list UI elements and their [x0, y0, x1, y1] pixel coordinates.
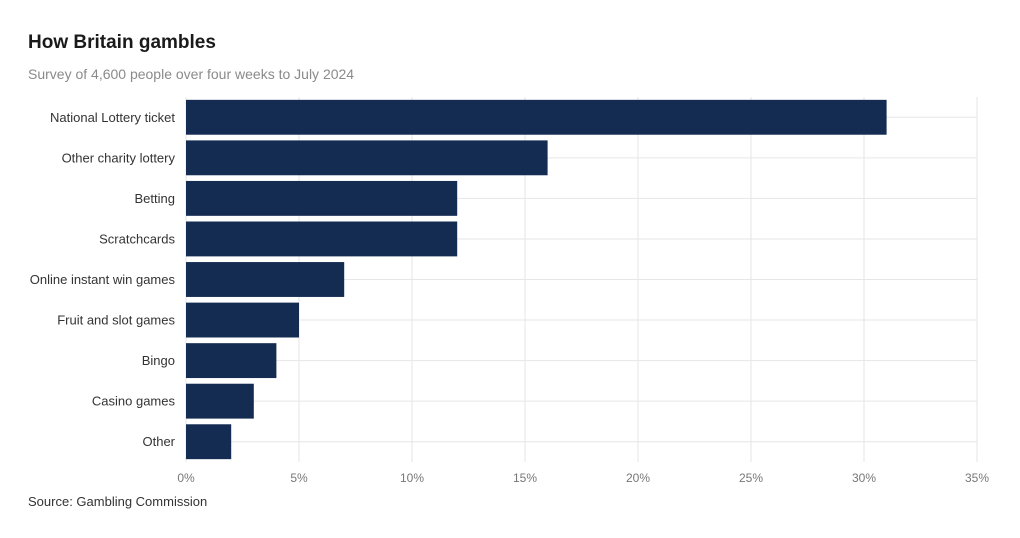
x-tick-label: 15%: [513, 471, 537, 485]
bar: [186, 99, 887, 135]
category-label: Fruit and slot games: [57, 313, 175, 328]
bar: [186, 140, 548, 176]
chart-title: How Britain gambles: [28, 32, 216, 53]
category-label: Casino games: [92, 394, 176, 409]
x-tick-label: 35%: [965, 471, 989, 485]
bars: [186, 99, 887, 460]
x-tick-label: 25%: [739, 471, 763, 485]
category-label: Other charity lottery: [62, 150, 176, 165]
x-tick-label: 0%: [177, 471, 195, 485]
category-label: Other: [142, 434, 175, 449]
x-tick-label: 5%: [290, 471, 308, 485]
category-label: National Lottery ticket: [50, 110, 175, 125]
source-note: Source: Gambling Commission: [28, 494, 208, 509]
bar: [186, 383, 254, 419]
category-labels: National Lottery ticket Other charity lot…: [30, 110, 176, 449]
x-tick-label: 10%: [400, 471, 424, 485]
bar: [186, 343, 277, 379]
category-label: Bingo: [142, 353, 175, 368]
x-tick-label: 30%: [852, 471, 876, 485]
bar: [186, 262, 345, 297]
bar: [186, 180, 458, 216]
bar: [186, 302, 299, 338]
chart-subtitle: Survey of 4,600 people over four weeks t…: [28, 66, 355, 82]
category-label: Betting: [135, 191, 175, 206]
category-label: Online instant win games: [30, 272, 176, 287]
category-label: Scratchcards: [99, 231, 175, 246]
x-axis-tick-labels: 0% 5% 10% 15% 20% 25% 30% 35%: [177, 471, 989, 485]
x-tick-label: 20%: [626, 471, 650, 485]
bar: [186, 221, 458, 257]
bar: [186, 424, 232, 460]
